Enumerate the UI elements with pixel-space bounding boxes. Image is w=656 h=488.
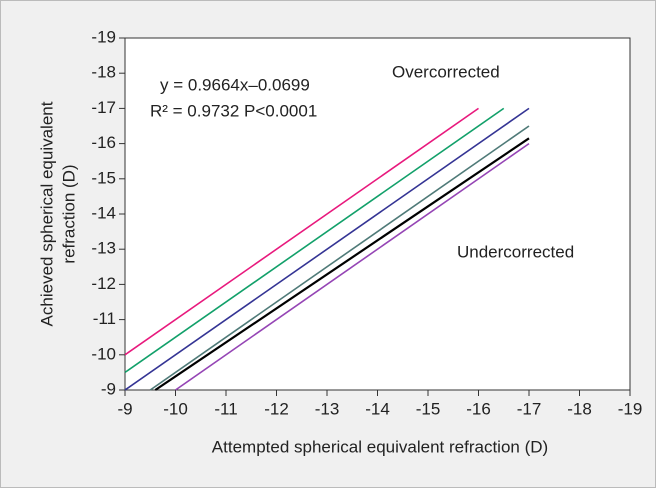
x-tick-label: -19 xyxy=(618,399,643,418)
x-tick-label: -14 xyxy=(365,399,390,418)
y-tick-label: -13 xyxy=(91,239,116,258)
y-axis-label: refraction (D) xyxy=(59,164,78,263)
series-line xyxy=(175,142,530,391)
y-axis-label: Achieved spherical equivalent xyxy=(37,101,56,326)
annotation: Undercorrected xyxy=(457,242,574,261)
x-tick-label: -12 xyxy=(264,399,289,418)
y-tick-label: -16 xyxy=(91,133,116,152)
x-tick-label: -13 xyxy=(315,399,340,418)
x-tick-label: -18 xyxy=(567,399,592,418)
y-tick-label: -19 xyxy=(91,27,116,46)
series-line xyxy=(124,107,530,391)
annotation: Overcorrected xyxy=(392,62,500,81)
y-tick-label: -9 xyxy=(101,379,116,398)
y-tick-label: -10 xyxy=(91,344,116,363)
y-tick-label: -14 xyxy=(91,203,116,222)
annotation: y = 0.9664x–0.0699 xyxy=(160,75,310,94)
annotation: R² = 0.9732 P<0.0001 xyxy=(150,101,317,120)
series-line xyxy=(149,125,530,391)
x-tick-label: -9 xyxy=(117,399,132,418)
series-line xyxy=(124,107,505,374)
y-tick-label: -12 xyxy=(91,274,116,293)
series-line xyxy=(154,137,530,391)
y-tick-label: -15 xyxy=(91,168,116,187)
x-tick-label: -17 xyxy=(517,399,542,418)
x-tick-label: -16 xyxy=(466,399,491,418)
x-tick-label: -15 xyxy=(416,399,441,418)
x-axis-label: Attempted spherical equivalent refractio… xyxy=(212,437,548,456)
y-tick-label: -18 xyxy=(91,63,116,82)
x-tick-label: -11 xyxy=(214,399,237,418)
series-line xyxy=(124,107,479,356)
y-tick-label: -11 xyxy=(93,309,116,328)
x-tick-label: -10 xyxy=(163,399,188,418)
y-tick-label: -17 xyxy=(91,98,116,117)
